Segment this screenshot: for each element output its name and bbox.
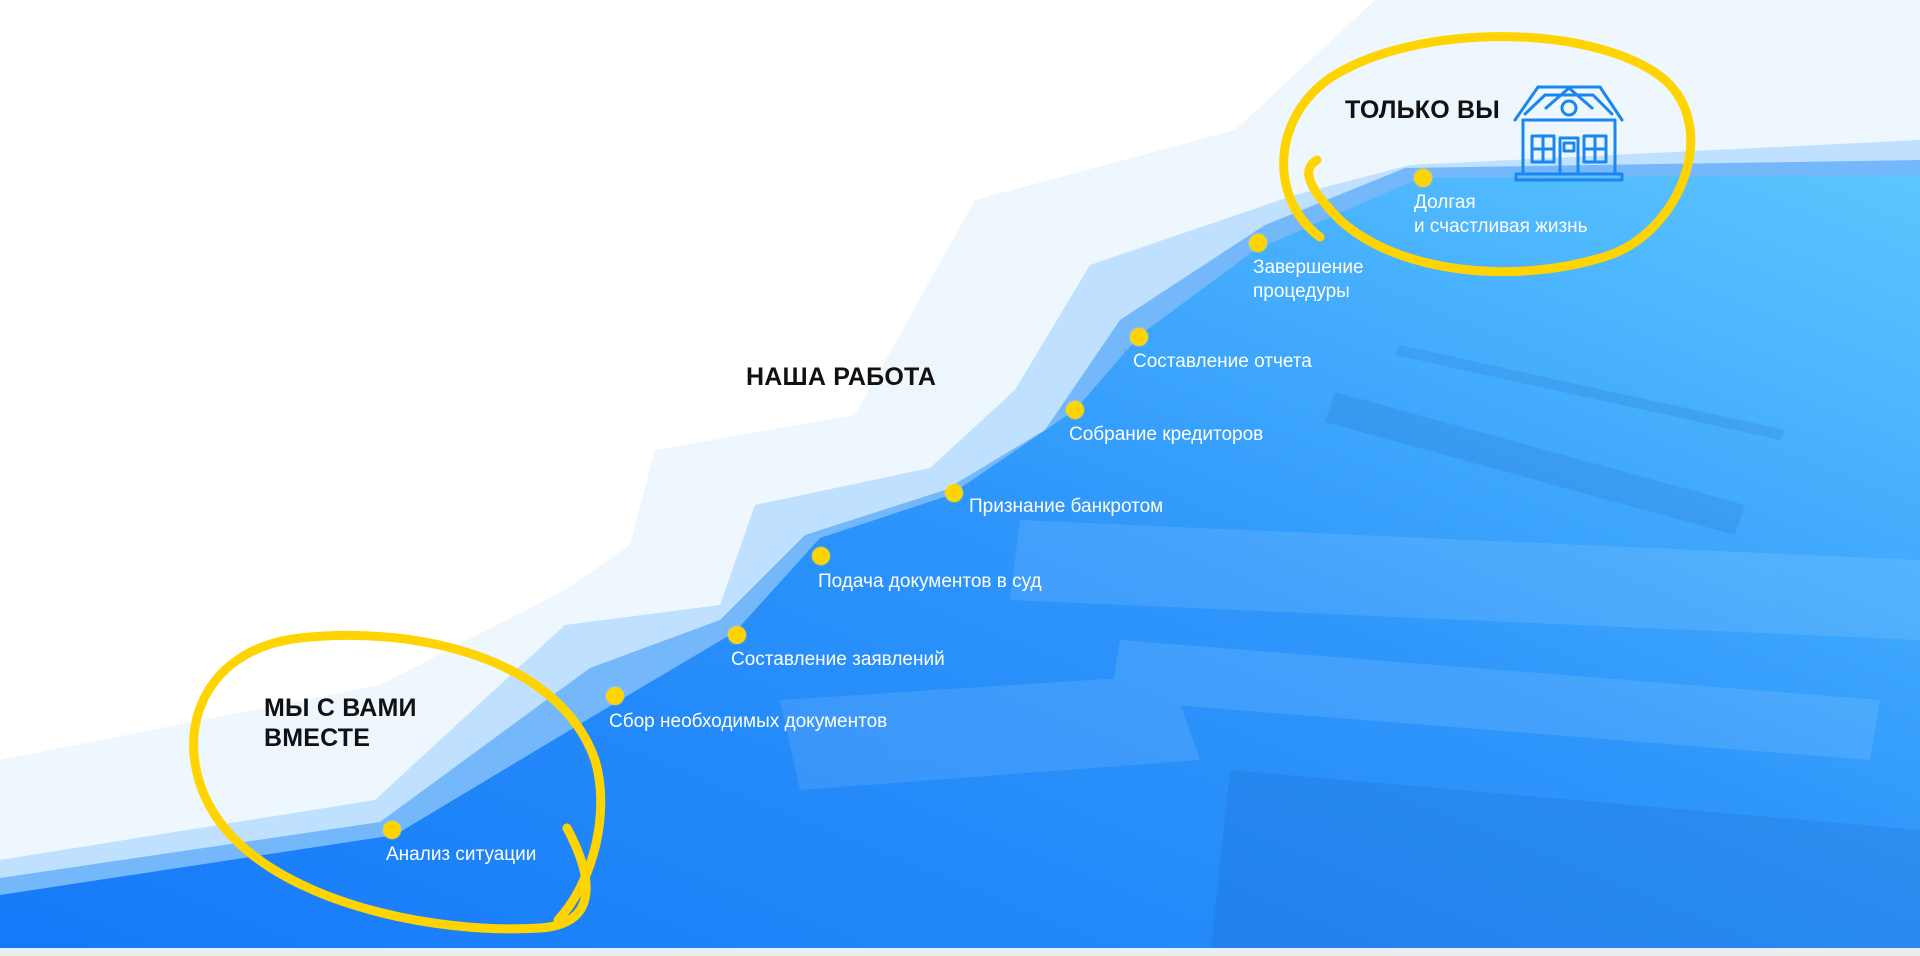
- desk-texture: [780, 345, 1920, 956]
- heading-start-line-1: МЫ С ВАМИ: [264, 694, 417, 722]
- step-dot: [812, 547, 830, 565]
- house-icon: [1513, 85, 1624, 182]
- step-label: Подача документов в суд: [818, 570, 1042, 594]
- step-label: Собрание кредиторов: [1069, 423, 1263, 447]
- step-label: Анализ ситуации: [386, 843, 536, 867]
- step-dot: [606, 687, 624, 705]
- step-label-line: процедуры: [1253, 281, 1350, 302]
- bottom-strip: [0, 948, 1920, 956]
- end-highlight-loop: [1279, 32, 1696, 277]
- heading-end: ТОЛЬКО ВЫ: [1345, 96, 1500, 124]
- step-label-line: Анализ ситуации: [386, 844, 537, 865]
- heading-start: МЫ С ВАМИ ВМЕСТЕ: [264, 693, 417, 753]
- step-dot: [728, 626, 746, 644]
- step-label-line: Признание банкротом: [969, 496, 1164, 517]
- step-label-line: Составление отчета: [1133, 351, 1312, 372]
- heading-middle: НАША РАБОТА: [746, 363, 937, 391]
- start-highlight-loop: [189, 630, 606, 934]
- backdrop-main-layer: [0, 175, 1920, 956]
- step-label: Долгая и счастливая жизнь: [1414, 191, 1588, 239]
- step-label-line: Собрание кредиторов: [1069, 424, 1264, 445]
- step-dot: [383, 821, 401, 839]
- step-label-line: и счастливая жизнь: [1414, 216, 1588, 237]
- step-label-line: Подача документов в суд: [818, 571, 1042, 592]
- step-dot: [945, 484, 963, 502]
- step-label: Завершение процедуры: [1253, 256, 1364, 304]
- step-label: Сбор необходимых документов: [609, 710, 887, 734]
- step-dot: [1066, 401, 1084, 419]
- step-label-line: Сбор необходимых документов: [609, 711, 888, 732]
- step-label-line: Долгая: [1414, 192, 1476, 213]
- step-label-line: Составление заявлений: [731, 649, 945, 670]
- step-label: Признание банкротом: [969, 495, 1163, 519]
- step-label: Составление заявлений: [731, 648, 945, 672]
- step-label: Составление отчета: [1133, 350, 1312, 374]
- step-dot: [1130, 328, 1148, 346]
- heading-start-line-2: ВМЕСТЕ: [264, 724, 371, 752]
- step-dot: [1249, 234, 1267, 252]
- step-dot: [1414, 169, 1432, 187]
- step-label-line: Завершение: [1253, 257, 1364, 278]
